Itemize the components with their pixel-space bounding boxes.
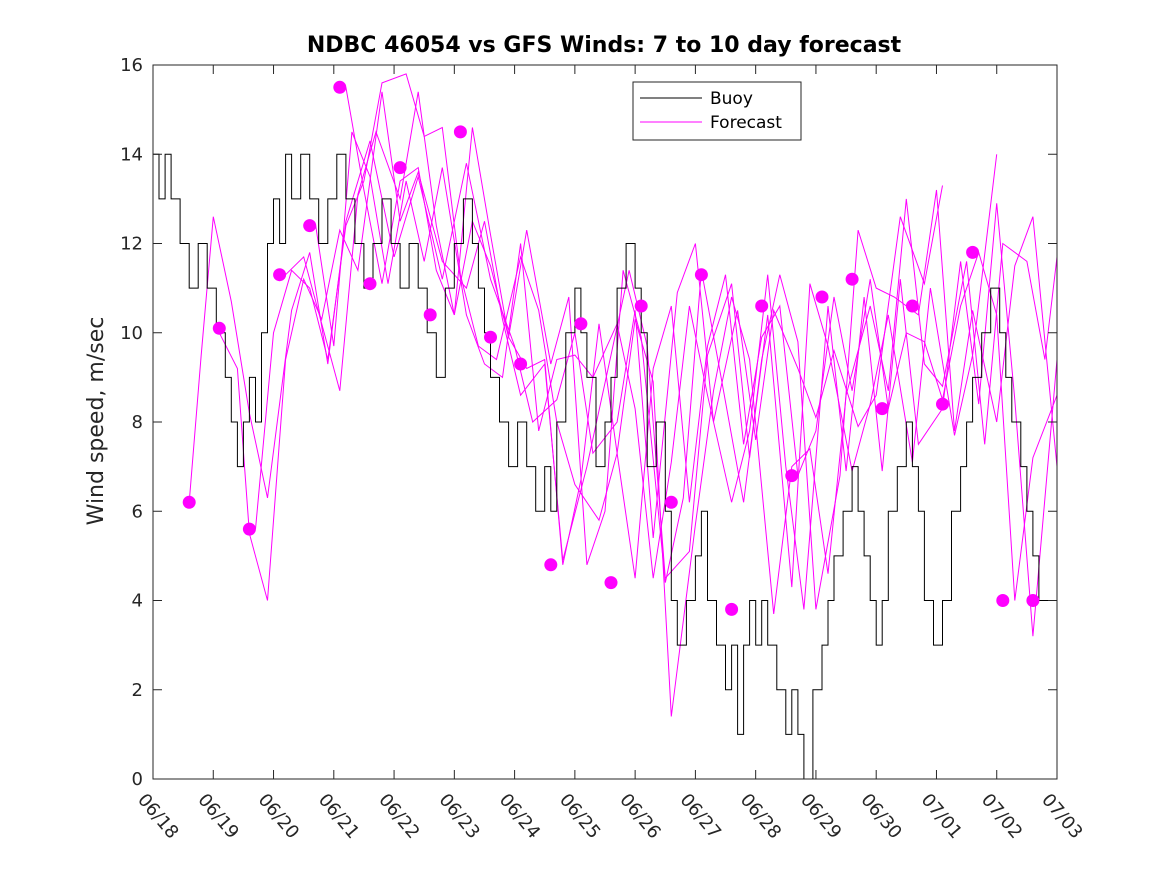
forecast-marker: [453, 125, 467, 139]
forecast-marker: [936, 397, 949, 411]
forecast-line-5: [315, 131, 1058, 637]
forecast-marker: [845, 272, 859, 286]
forecast-marker: [694, 268, 708, 282]
legend-box: [632, 81, 802, 141]
forecast-line-4: [285, 91, 1058, 610]
plot-series: [153, 73, 1058, 780]
forecast-marker: [212, 321, 226, 335]
forecast-marker: [544, 558, 558, 572]
y-tick-label: 0: [132, 769, 143, 790]
forecast-marker: [815, 290, 829, 304]
forecast-marker: [634, 299, 648, 313]
forecast-marker: [785, 469, 799, 483]
forecast-line-3: [255, 73, 1058, 717]
legend: Buoy Forecast: [632, 81, 802, 141]
forecast-marker: [242, 522, 256, 536]
forecast-marker: [574, 317, 588, 331]
y-tick-label: 12: [120, 234, 143, 255]
forecast-marker: [423, 308, 437, 322]
forecast-marker: [182, 495, 196, 509]
legend-forecast-label: Forecast: [710, 113, 782, 133]
y-axis-ticks: 0 2 4 6 8 10 12 14 16: [120, 55, 1057, 790]
y-tick-label: 6: [132, 501, 143, 522]
forecast-marker: [484, 330, 497, 344]
forecast-marker: [303, 219, 317, 233]
forecast-marker: [755, 299, 769, 313]
forecast-marker: [1026, 594, 1040, 607]
forecast-line-2: [218, 91, 998, 601]
y-tick-label: 10: [120, 323, 143, 344]
forecast-marker: [996, 594, 1010, 607]
forecast-marker: [905, 299, 919, 313]
forecast-marker: [363, 277, 377, 291]
forecast-marker: [875, 402, 889, 416]
y-tick-label: 14: [120, 144, 143, 165]
forecast-marker: [273, 268, 287, 282]
buoy-line: [153, 153, 1057, 780]
y-tick-label: 4: [132, 591, 143, 612]
legend-buoy-label: Buoy: [710, 89, 753, 109]
plot-frame: [152, 64, 1058, 780]
forecast-marker: [966, 245, 980, 259]
forecast-marker: [725, 602, 739, 616]
y-tick-label: 8: [132, 412, 143, 433]
forecast-marker: [664, 495, 678, 509]
chart-title: NDBC 46054 vs GFS Winds: 7 to 10 day for…: [307, 33, 902, 58]
y-axis-label: Wind speed, m/sec: [84, 317, 109, 526]
y-tick-label: 2: [132, 680, 143, 701]
forecast-marker: [333, 80, 347, 94]
forecast-marker: [514, 357, 528, 371]
forecast-marker: [393, 161, 407, 175]
forecast-marker: [604, 576, 618, 590]
y-tick-label: 16: [120, 55, 143, 76]
